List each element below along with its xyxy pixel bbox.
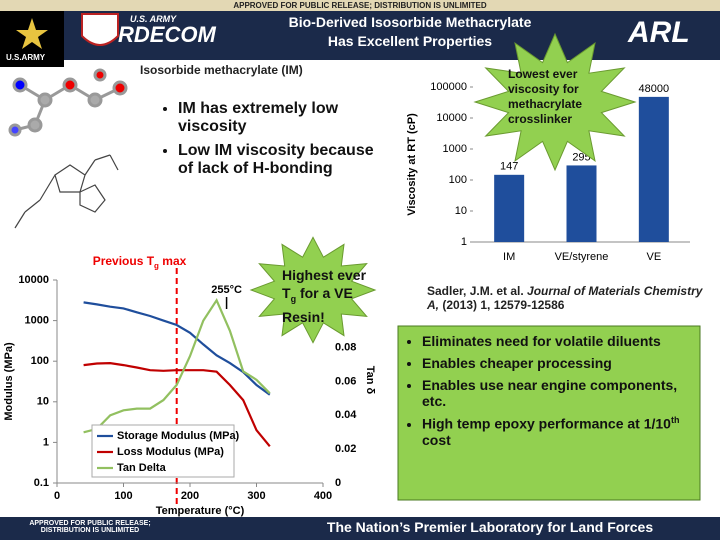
previous-tg-label: Previous Tg max [93, 254, 187, 270]
bar [494, 174, 525, 242]
x-tick-label: 300 [247, 490, 265, 502]
arl-logo: ARL [628, 16, 690, 49]
bullets: IM has extremely low viscosity Low IM vis… [160, 100, 390, 184]
x-tick-label: IM [503, 251, 515, 263]
legend-label: Tan Delta [117, 462, 167, 474]
ref-details: (2013) 1, 12579-12586 [439, 298, 565, 312]
previous-tg-text: max [158, 254, 187, 268]
y-tick-label: 100 [31, 355, 49, 367]
legend-label: Storage Modulus (MPa) [117, 430, 240, 442]
ref-journal: Journal of Materials Chemistry A, [427, 284, 703, 312]
y-tick-label: 10000 [436, 112, 467, 124]
x-tick-label: 200 [181, 490, 199, 502]
bullet: IM has extremely low viscosity [178, 100, 390, 136]
army-logo-text: U.S.ARMY [6, 53, 46, 62]
y-axis-label: Modulus (MPa) [3, 342, 15, 421]
benefits: Eliminates need for volatile diluents En… [404, 333, 696, 454]
y-tick-label: 10 [455, 205, 467, 217]
y2-tick-label: 0.06 [335, 375, 356, 387]
y2-axis-label: Tan δ [364, 366, 376, 395]
y-tick-label: 1 [43, 436, 49, 448]
y-tick-label: 1000 [25, 315, 49, 327]
series-line [83, 361, 271, 448]
footer: The Nation’s Premier Laboratory for Land… [326, 519, 654, 535]
reference: Sadler, J.M. et al. Journal of Materials… [427, 284, 707, 312]
bar [638, 96, 669, 242]
series-line [83, 301, 271, 396]
x-tick-label: VE [646, 251, 661, 263]
rdecom-top: U.S. ARMY [130, 14, 177, 24]
benefit-text: High temp epoxy performance at 1/10 [422, 415, 671, 432]
y-tick-label: 100 [449, 174, 467, 186]
y2-tick-label: 0.08 [335, 342, 356, 354]
y2-tick-label: 0 [335, 477, 341, 489]
x-tick-label: 0 [54, 490, 60, 502]
benefit: Enables use near engine components, etc. [422, 377, 696, 409]
molecule-2d [14, 154, 119, 229]
ref-authors: Sadler, J.M. et al. [427, 284, 528, 298]
callout-star [473, 32, 637, 172]
star2-sub: g [290, 293, 297, 304]
molecule-label: Isosorbide methacrylate (IM) [140, 63, 303, 77]
y-tick-label: 100000 [430, 81, 467, 93]
previous-tg-text: Previous T [92, 254, 155, 268]
value-label: 48000 [639, 83, 670, 95]
previous-tg-sub: g [154, 261, 159, 271]
legend-box [91, 424, 235, 478]
army-star [16, 18, 48, 49]
benefit: High temp epoxy performance at 1/10th co… [422, 415, 696, 448]
title: Bio-Derived Isosorbide Methacrylate Has E… [260, 13, 560, 51]
release-strip [0, 0, 720, 11]
release-bottom: APPROVED FOR PUBLIC RELEASE; DISTRIBUTIO… [29, 520, 151, 534]
value-label: 147 [500, 161, 518, 173]
rdecom: RDECOM [118, 22, 216, 47]
star1-text: Lowest ever viscosity for methacrylate c… [508, 67, 583, 126]
star2-text-part: for a VE Resin! [282, 285, 353, 325]
x-tick-label: 100 [114, 490, 132, 502]
title-line: Has Excellent Properties [327, 33, 493, 49]
star2-text: Highest ever Tg for a VE Resin! [282, 266, 372, 326]
y-tick-label: 1000 [443, 143, 467, 155]
release-top: APPROVED FOR PUBLIC RELEASE; DISTRIBUTIO… [233, 1, 487, 10]
series-line [83, 297, 271, 434]
y2-tick-label: 0.02 [335, 443, 356, 455]
y-tick-label: 10 [37, 396, 49, 408]
peak-label: 255°C [211, 284, 242, 296]
x-axis-label: Temperature (°C) [156, 505, 245, 517]
y2-tick-label: 0.04 [335, 409, 357, 421]
bar [566, 165, 597, 242]
benefit-text: cost [422, 431, 451, 448]
y-axis-label: Viscosity at RT (cP) [406, 113, 418, 216]
x-tick-label: VE/styrene [555, 251, 609, 263]
callout-star [249, 236, 377, 344]
y-tick-label: 1 [461, 236, 467, 248]
benefit-sup: th [670, 415, 680, 425]
legend-label: Loss Modulus (MPa) [117, 446, 224, 458]
y-tick-label: 0.1 [34, 477, 49, 489]
rdecom-shield [81, 13, 119, 46]
y-tick-label: 10000 [18, 274, 49, 286]
benefits-box [397, 325, 701, 501]
star2-text-part: Highest ever T [282, 267, 367, 301]
benefit: Enables cheaper processing [422, 355, 696, 371]
bullet: Low IM viscosity because of lack of H-bo… [178, 142, 390, 178]
molecule-3d [8, 68, 128, 137]
title-line: Bio-Derived Isosorbide Methacrylate [288, 14, 532, 30]
footer-bar [0, 517, 720, 540]
x-tick-label: 400 [314, 490, 332, 502]
benefit: Eliminates need for volatile diluents [422, 333, 696, 349]
